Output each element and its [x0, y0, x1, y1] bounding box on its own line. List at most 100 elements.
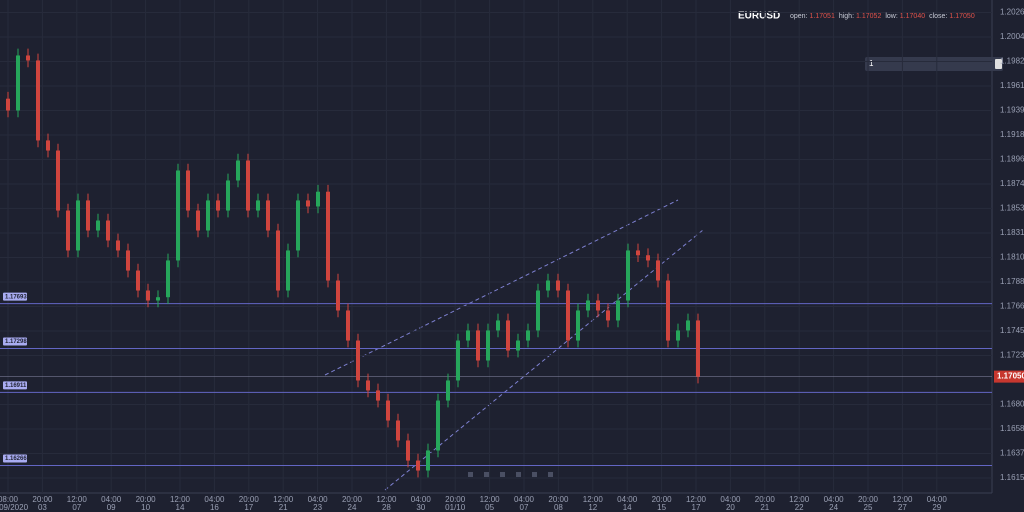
candle-body	[406, 440, 410, 461]
x-tick-label: 20:00	[445, 495, 466, 504]
candle-body	[506, 320, 510, 351]
y-tick-label: 1.19828	[1000, 57, 1024, 66]
x-tick-label: 12:00	[892, 495, 913, 504]
x-date-label: 23	[313, 503, 322, 512]
y-tick-label: 1.17452	[1000, 326, 1024, 335]
x-date-label: 25	[864, 503, 873, 512]
x-tick-label: 12:00	[583, 495, 604, 504]
candle-body	[246, 160, 250, 211]
candle-body	[466, 330, 470, 341]
candle-body	[286, 250, 290, 291]
x-tick-label: 20:00	[548, 495, 569, 504]
candle-body	[376, 390, 380, 401]
candle-body	[106, 220, 110, 241]
x-date-label: 20	[726, 503, 735, 512]
tool-icon[interactable]	[532, 472, 537, 477]
candle-body	[336, 280, 340, 311]
y-tick-label: 1.18533	[1000, 203, 1024, 212]
y-tick-label: 1.19396	[1000, 106, 1024, 115]
tool-icon[interactable]	[484, 472, 489, 477]
candle-body	[516, 340, 520, 351]
y-tick-label: 1.18316	[1000, 228, 1024, 237]
y-tick-label: 1.19612	[1000, 81, 1024, 90]
candle-body	[666, 280, 670, 341]
candle-body	[646, 255, 650, 261]
x-date-label: 12	[588, 503, 597, 512]
candle-body	[606, 310, 610, 321]
y-tick-label: 1.16372	[1000, 449, 1024, 458]
level-label-box	[3, 381, 27, 390]
x-tick-label: 20:00	[755, 495, 776, 504]
y-tick-label: 1.17884	[1000, 277, 1024, 286]
candle-body	[686, 320, 690, 331]
candle-body	[536, 290, 540, 331]
candle-body	[696, 320, 700, 377]
level-label-box	[3, 292, 27, 301]
candle-body	[656, 260, 660, 281]
candle-body	[446, 380, 450, 401]
candle-body	[296, 200, 300, 251]
selector-arrow[interactable]	[995, 59, 1002, 69]
x-date-label: 16	[210, 503, 219, 512]
candle-body	[346, 310, 350, 341]
candle-body	[96, 220, 100, 231]
x-tick-label: 12:00	[789, 495, 810, 504]
candle-body	[566, 290, 570, 341]
ohlc-label: open:	[790, 13, 808, 20]
candle-body	[156, 297, 160, 301]
candle-body	[136, 270, 140, 291]
level-label: 1.16266	[5, 456, 27, 462]
candle-body	[76, 200, 80, 251]
x-date-label: 17	[692, 503, 701, 512]
trend-line	[324, 199, 679, 376]
candle-body	[46, 140, 50, 151]
candle-body	[396, 420, 400, 441]
selector-value: 1	[869, 59, 874, 68]
x-tick-label: 04:00	[204, 495, 225, 504]
x-tick-label: 12:00	[686, 495, 707, 504]
symbol-title: EURUSD	[738, 11, 780, 22]
x-date-label: 27	[898, 503, 907, 512]
x-date-label: 22	[795, 503, 804, 512]
candle-body	[436, 400, 440, 451]
candle-body	[426, 450, 430, 471]
x-tick-label: 20:00	[342, 495, 363, 504]
candle-body	[176, 170, 180, 261]
candle-body	[576, 310, 580, 341]
ohlc-value: 1.17040	[900, 13, 925, 20]
selector[interactable]: 1	[865, 57, 1003, 71]
candle-body	[216, 200, 220, 211]
candle-body	[486, 330, 490, 361]
x-date-label: 07	[72, 503, 81, 512]
toolbar	[468, 472, 553, 477]
tool-icon[interactable]	[548, 472, 553, 477]
candle-body	[366, 380, 370, 391]
candle-body	[126, 250, 130, 271]
candle-body	[636, 250, 640, 256]
x-tick-label: 08:00	[0, 495, 19, 504]
tool-icon[interactable]	[500, 472, 505, 477]
candle-body	[266, 200, 270, 231]
candle-body	[256, 200, 260, 211]
level-label: 1.17298	[5, 339, 27, 345]
ohlc-label: high:	[839, 13, 854, 20]
tool-icon[interactable]	[516, 472, 521, 477]
candle-body	[496, 320, 500, 331]
price-tag: 1.17050	[997, 372, 1024, 381]
candle-body	[476, 330, 480, 361]
candle-body	[226, 180, 230, 211]
x-date-label: 30	[416, 503, 425, 512]
x-date-label: 10	[141, 503, 150, 512]
candle-body	[206, 200, 210, 231]
x-date-label: 21	[279, 503, 288, 512]
candle-body	[306, 200, 310, 207]
candle-body	[326, 191, 330, 281]
selector-box[interactable]	[865, 57, 1003, 71]
tool-icon[interactable]	[468, 472, 473, 477]
x-tick-label: 20:00	[239, 495, 260, 504]
x-tick-label: 12:00	[273, 495, 294, 504]
x-date-label: 24	[348, 503, 357, 512]
candle-body	[546, 280, 550, 291]
